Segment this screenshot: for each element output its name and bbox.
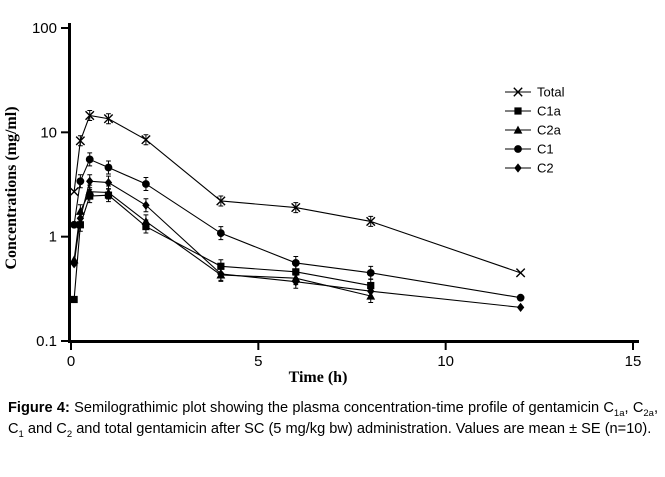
x-tick-label: 10 <box>437 353 454 370</box>
legend-label-c2a: C2a <box>537 123 562 138</box>
series-c1-circle-marker <box>216 229 225 238</box>
caption-text: , C <box>624 400 644 416</box>
caption-text: and C <box>23 421 67 437</box>
series-total-cross-marker <box>291 202 301 213</box>
caption-text: Semilograthimic plot showing the plasma … <box>69 400 614 416</box>
series-c2-diamond-marker <box>217 269 225 279</box>
x-tick-label: 5 <box>254 353 262 370</box>
series-total-cross-marker <box>85 110 95 121</box>
series-c1-circle-marker <box>366 268 375 277</box>
series-c1-circle-marker <box>85 155 94 164</box>
series-c1-circle-marker <box>70 220 79 229</box>
y-tick-label: 1 <box>49 229 57 246</box>
series-c1-circle-marker <box>104 163 113 172</box>
caption-text: , C <box>8 400 659 437</box>
legend-c2-diamond-marker <box>514 163 522 173</box>
series-c1a-square-marker <box>70 295 78 304</box>
series-c1-circle-marker <box>76 177 85 186</box>
series-c2-diamond-marker <box>516 302 525 312</box>
series-total-cross-marker <box>216 196 226 206</box>
legend-total-cross-marker <box>513 87 523 97</box>
concentration-time-chart: 100 10 1 0.1 0 5 10 15 Time (h) Concentrations (m… <box>3 20 642 386</box>
x-axis-title: Time (h) <box>289 369 348 386</box>
legend-label-c2: C2 <box>537 161 554 176</box>
legend-c1-circle-marker <box>514 145 522 153</box>
caption-text: 2 <box>66 428 73 440</box>
series-c2-diamond-marker <box>86 176 94 186</box>
caption-text: 1 <box>18 428 24 440</box>
legend-c1a-square-marker <box>514 107 522 115</box>
series-c2a-triangle-marker <box>75 206 85 215</box>
series-total-cross-marker <box>366 216 376 227</box>
series-c1a-square-marker <box>217 262 225 270</box>
x-tick-label: 15 <box>625 353 642 370</box>
series-c2-diamond-marker <box>70 259 78 269</box>
series-c2a-triangle-marker <box>85 187 95 196</box>
series-c2-diamond-marker <box>292 277 300 287</box>
legend-label-c1: C1 <box>537 142 554 157</box>
caption-text: 1a <box>613 407 625 419</box>
x-tick-label: 0 <box>67 353 75 370</box>
series-total-cross-marker <box>141 135 151 145</box>
legend-c2a-triangle-marker <box>513 125 523 134</box>
legend-label-c1a: C1a <box>537 104 562 119</box>
series-total-cross-marker <box>515 268 526 278</box>
series-c2a-triangle-marker <box>104 188 113 197</box>
series-line-c2a <box>73 191 371 297</box>
series-c2a-triangle-marker <box>141 217 151 226</box>
series-c2-diamond-marker <box>76 213 85 223</box>
series-c2-diamond-marker <box>142 200 150 210</box>
series-total-cross-marker <box>75 136 86 146</box>
figure-caption: Figure 4: Semilograthimic plot showing t… <box>8 398 658 440</box>
y-axis-title: Concentrations (mg/ml) <box>3 106 20 269</box>
caption-text: 2a <box>643 407 654 419</box>
y-tick-label: 100 <box>32 20 57 37</box>
caption-text: and total gentamicin after SC (5 mg/kg b… <box>72 421 652 437</box>
series-c1-circle-marker <box>516 293 525 302</box>
y-tick-label: 10 <box>40 124 57 141</box>
series-c1-circle-marker <box>142 180 150 188</box>
y-tick-label: 0.1 <box>36 333 57 350</box>
series-c2-diamond-marker <box>367 286 375 296</box>
legend-label-total: Total <box>537 85 565 100</box>
series-total-cross-marker <box>69 186 79 197</box>
series-c2-diamond-marker <box>104 177 113 188</box>
series-line-total <box>73 114 521 274</box>
series-total-cross-marker <box>103 114 114 124</box>
series-c1-circle-marker <box>291 259 300 267</box>
figure-number-label: Figure 4: <box>8 400 70 416</box>
series-line-c1a <box>73 194 371 300</box>
